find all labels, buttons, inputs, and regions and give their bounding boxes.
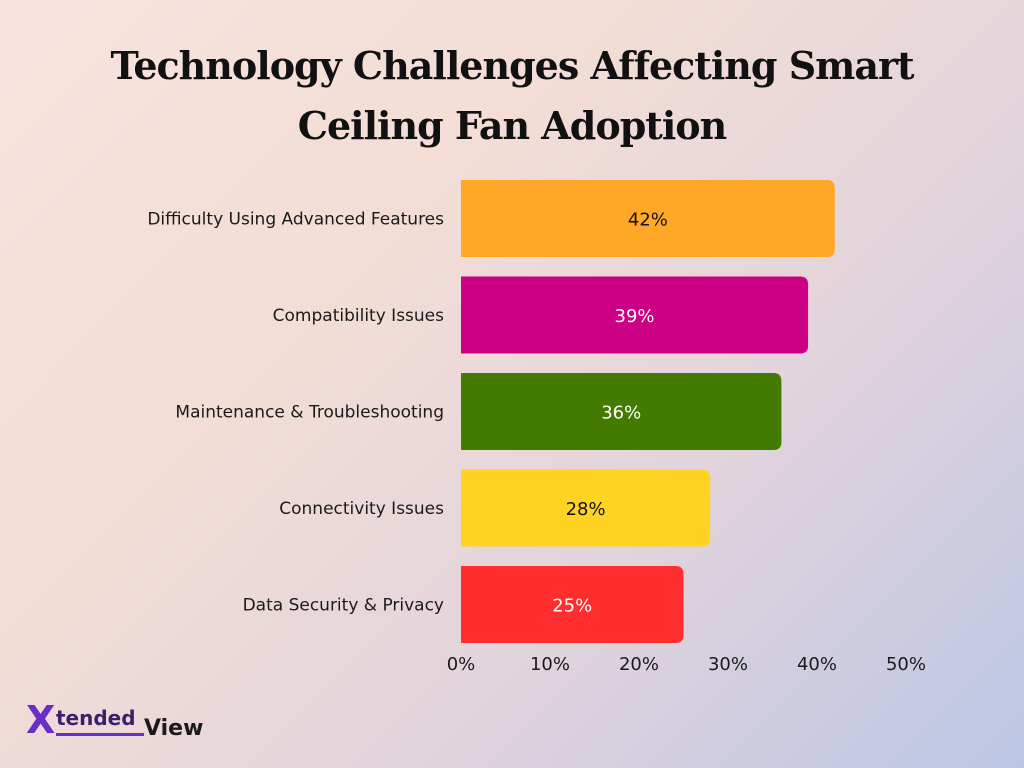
x-tick-label: 0% xyxy=(447,654,476,675)
logo-text-view: View xyxy=(144,716,204,741)
brand-logo: X tended View xyxy=(26,700,226,744)
logo-x-mark: X xyxy=(26,698,56,742)
logo-text-tended: tended xyxy=(56,706,136,730)
category-label: Compatibility Issues xyxy=(273,306,444,326)
category-label: Connectivity Issues xyxy=(279,499,444,519)
value-label: 36% xyxy=(601,403,641,424)
bar xyxy=(461,276,809,354)
bar xyxy=(461,180,835,257)
bar xyxy=(461,469,711,547)
x-tick-label: 40% xyxy=(797,654,837,675)
value-label: 25% xyxy=(552,596,592,617)
category-label: Data Security & Privacy xyxy=(243,596,444,616)
x-tick-label: 30% xyxy=(708,654,748,675)
logo-underline xyxy=(56,733,144,736)
x-tick-label: 20% xyxy=(619,654,659,675)
value-label: 39% xyxy=(615,306,655,327)
value-label: 42% xyxy=(628,210,668,231)
category-label: Maintenance & Troubleshooting xyxy=(175,403,444,423)
category-label: Difficulty Using Advanced Features xyxy=(147,210,444,230)
bar xyxy=(461,566,684,643)
x-tick-label: 50% xyxy=(886,654,926,675)
chart-title: Technology Challenges Affecting Smart Ce… xyxy=(110,43,914,148)
x-tick-label: 10% xyxy=(530,654,570,675)
value-label: 28% xyxy=(566,499,606,520)
bar xyxy=(461,373,782,450)
